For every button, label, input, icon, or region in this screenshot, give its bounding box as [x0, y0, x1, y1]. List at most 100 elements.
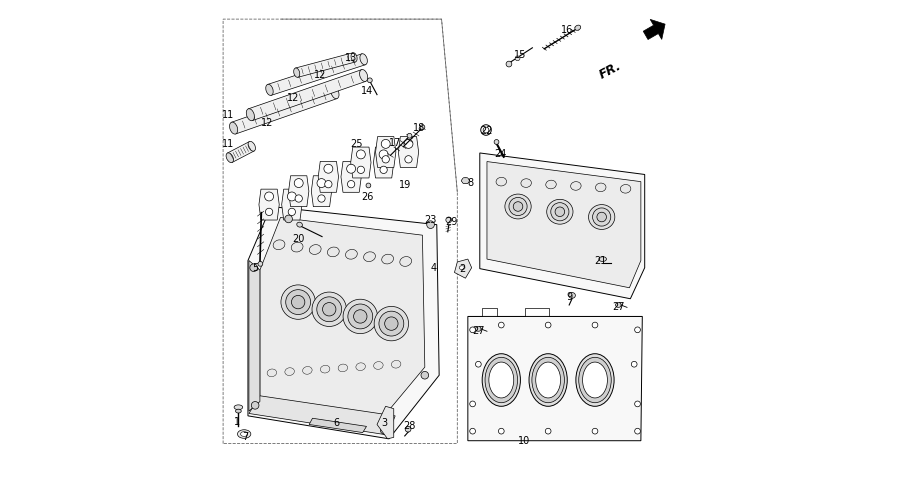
- Ellipse shape: [238, 430, 251, 438]
- Text: 11: 11: [221, 110, 234, 120]
- Ellipse shape: [421, 371, 429, 379]
- Ellipse shape: [635, 327, 640, 333]
- Text: 13: 13: [345, 54, 356, 63]
- Polygon shape: [351, 147, 371, 178]
- Ellipse shape: [494, 140, 499, 144]
- Ellipse shape: [285, 368, 295, 375]
- Ellipse shape: [513, 202, 522, 211]
- Ellipse shape: [265, 192, 274, 201]
- Ellipse shape: [317, 297, 342, 322]
- Ellipse shape: [294, 179, 303, 187]
- Text: 22: 22: [480, 127, 493, 136]
- Ellipse shape: [506, 61, 512, 67]
- Ellipse shape: [251, 402, 259, 409]
- Bar: [228, 141, 254, 163]
- Ellipse shape: [521, 179, 532, 187]
- Ellipse shape: [247, 109, 255, 121]
- Ellipse shape: [635, 401, 640, 407]
- Ellipse shape: [240, 432, 248, 436]
- Text: 3: 3: [381, 418, 387, 428]
- Polygon shape: [341, 162, 361, 192]
- Ellipse shape: [426, 221, 434, 228]
- Ellipse shape: [226, 153, 233, 163]
- Ellipse shape: [338, 364, 347, 372]
- Ellipse shape: [286, 290, 310, 315]
- Ellipse shape: [483, 354, 521, 406]
- Ellipse shape: [325, 181, 332, 188]
- Text: 17: 17: [389, 139, 402, 148]
- Ellipse shape: [569, 293, 575, 298]
- Text: 21: 21: [594, 256, 607, 265]
- Ellipse shape: [499, 322, 504, 328]
- Ellipse shape: [379, 311, 404, 336]
- Ellipse shape: [470, 327, 475, 333]
- Polygon shape: [288, 176, 309, 206]
- Text: 11: 11: [221, 140, 234, 149]
- Ellipse shape: [462, 178, 469, 184]
- Ellipse shape: [364, 252, 375, 261]
- Text: 16: 16: [561, 25, 573, 34]
- Polygon shape: [374, 147, 394, 178]
- Polygon shape: [480, 153, 645, 299]
- Ellipse shape: [317, 179, 326, 187]
- Polygon shape: [468, 316, 642, 441]
- Polygon shape: [260, 217, 424, 424]
- Ellipse shape: [407, 133, 412, 138]
- Ellipse shape: [571, 182, 581, 190]
- Ellipse shape: [331, 87, 339, 99]
- Ellipse shape: [317, 195, 325, 202]
- Ellipse shape: [288, 208, 296, 216]
- Ellipse shape: [309, 245, 321, 254]
- Polygon shape: [318, 162, 338, 192]
- Ellipse shape: [475, 361, 482, 367]
- Ellipse shape: [592, 208, 610, 226]
- Ellipse shape: [356, 150, 366, 159]
- Ellipse shape: [229, 122, 238, 134]
- Ellipse shape: [323, 303, 336, 316]
- Text: 6: 6: [334, 418, 339, 428]
- Polygon shape: [398, 137, 419, 167]
- Ellipse shape: [258, 261, 263, 266]
- Ellipse shape: [470, 428, 475, 434]
- Polygon shape: [461, 178, 470, 184]
- Ellipse shape: [249, 141, 256, 151]
- Text: 27: 27: [473, 326, 484, 336]
- Ellipse shape: [354, 310, 367, 323]
- Ellipse shape: [589, 205, 615, 229]
- Ellipse shape: [631, 361, 637, 367]
- Ellipse shape: [285, 215, 292, 223]
- Ellipse shape: [620, 185, 631, 193]
- Ellipse shape: [555, 207, 565, 217]
- Polygon shape: [282, 189, 302, 220]
- Ellipse shape: [485, 358, 518, 402]
- Ellipse shape: [579, 358, 611, 402]
- Text: 12: 12: [314, 70, 326, 80]
- Ellipse shape: [616, 303, 621, 307]
- Ellipse shape: [351, 53, 357, 62]
- Ellipse shape: [551, 203, 569, 221]
- Ellipse shape: [303, 367, 312, 374]
- Polygon shape: [249, 396, 395, 435]
- Ellipse shape: [249, 264, 258, 272]
- Polygon shape: [377, 406, 394, 439]
- Ellipse shape: [294, 68, 299, 77]
- Text: 12: 12: [261, 119, 273, 128]
- Ellipse shape: [392, 360, 401, 368]
- Text: 1: 1: [234, 417, 240, 426]
- Bar: [231, 87, 337, 134]
- Ellipse shape: [599, 257, 607, 261]
- Ellipse shape: [459, 266, 465, 270]
- Text: 10: 10: [518, 436, 531, 445]
- Ellipse shape: [385, 317, 398, 330]
- Text: 25: 25: [351, 140, 363, 149]
- Ellipse shape: [291, 242, 303, 252]
- Text: 8: 8: [467, 178, 473, 187]
- Ellipse shape: [380, 426, 388, 434]
- Ellipse shape: [381, 140, 390, 148]
- Ellipse shape: [380, 166, 387, 174]
- Ellipse shape: [635, 428, 640, 434]
- Ellipse shape: [420, 125, 424, 130]
- Bar: [268, 54, 366, 95]
- Ellipse shape: [295, 195, 302, 202]
- Ellipse shape: [489, 362, 513, 398]
